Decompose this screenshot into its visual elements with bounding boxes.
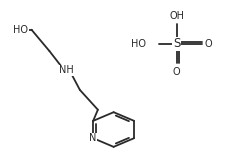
Text: S: S <box>173 37 180 50</box>
Text: HO: HO <box>131 39 146 49</box>
Text: O: O <box>205 39 212 49</box>
Text: N: N <box>90 133 97 143</box>
Text: OH: OH <box>169 11 184 21</box>
Text: HO: HO <box>14 25 29 35</box>
Text: NH: NH <box>59 65 74 75</box>
Text: O: O <box>173 67 180 77</box>
